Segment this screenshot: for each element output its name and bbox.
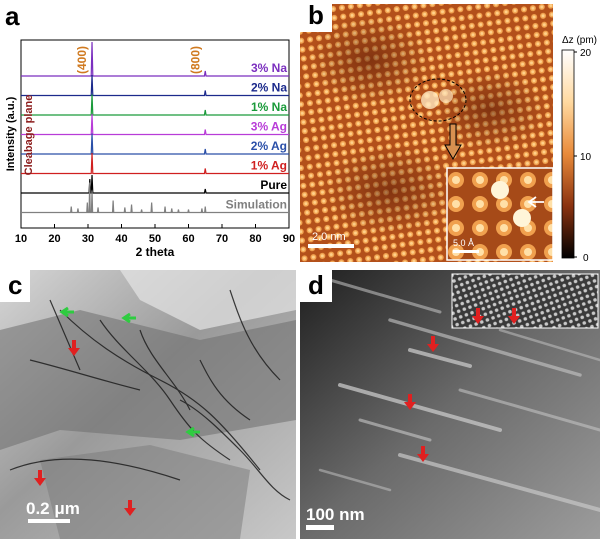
series-label: 1% Na: [251, 100, 287, 114]
tem-light-grain: [120, 270, 296, 330]
x-axis-label: 2 theta: [136, 245, 175, 259]
red-arrow-icon: [508, 308, 520, 324]
inset-scale-bar: [453, 250, 479, 253]
red-arrow-icon: [124, 500, 136, 516]
xrd-trace: [21, 182, 289, 214]
inset-bright-atom: [491, 181, 509, 199]
series-label: 2% Ag: [251, 139, 287, 153]
panel-letter-b: b: [300, 0, 332, 32]
scale-bar: [306, 525, 334, 530]
peak-label: (800): [188, 46, 202, 74]
tem-dark-grain: [40, 445, 250, 539]
panel-a: 10 20 30 40 50 60 70 80 90 3% Na 2% Na 1% Na 3% Ag 2…: [0, 0, 300, 262]
xrd-trace: [21, 113, 289, 136]
scale-bar-label: 100 nm: [306, 505, 365, 524]
colorbar: [561, 49, 575, 259]
panel-letter-d: d: [300, 270, 332, 302]
x-tick-label: 60: [182, 233, 194, 245]
xrd-trace: [21, 41, 289, 77]
down-arrow-icon: [444, 123, 462, 161]
x-tick-label: 80: [249, 233, 261, 245]
xrd-legend: 3% Na 2% Na 1% Na 3% Ag 2% Ag 1% Ag Pure Simula…: [75, 46, 287, 212]
sem-inset: [451, 273, 599, 329]
series-label: 3% Na: [251, 61, 287, 75]
x-tick-label: 90: [283, 233, 295, 245]
scale-bar: [308, 244, 354, 248]
x-tick-label: 10: [15, 233, 27, 245]
xrd-trace: [21, 94, 289, 116]
tem-image: 0.2 μm: [0, 270, 296, 539]
y-axis-label: Intensity (a.u.): [5, 96, 17, 171]
x-tick-label: 50: [149, 233, 161, 245]
x-tick-label: 30: [82, 233, 94, 245]
x-tick-label: 40: [115, 233, 127, 245]
scale-bar-label: 2.0 nm: [312, 231, 346, 243]
green-arrow-icon: [59, 306, 74, 318]
xrd-trace: [21, 152, 289, 175]
stm-image: 5.0 Å 2.0 nm Δz (pm) 20 10 0: [300, 4, 597, 262]
xrd-trace: [21, 74, 289, 97]
sem-image: 100 nm: [300, 270, 600, 539]
red-arrow-icon: [34, 470, 46, 486]
xrd-trace: [21, 133, 289, 155]
bright-defect: [439, 89, 453, 103]
panel-letter-a: a: [5, 1, 20, 31]
series-label: Pure: [260, 178, 287, 192]
series-label: 1% Ag: [251, 159, 287, 173]
red-arrow-icon: [68, 340, 80, 356]
inset-bright-atom: [513, 209, 531, 227]
stm-dark-region: [435, 70, 545, 150]
series-label: 2% Na: [251, 81, 287, 95]
green-arrow-icon: [185, 426, 200, 438]
stm-dark-region: [325, 145, 455, 235]
series-label: 3% Ag: [251, 120, 287, 134]
panel-c: 0.2 μm c: [0, 270, 296, 539]
precipitate-streaks: [318, 278, 600, 512]
x-tick-label: 70: [216, 233, 228, 245]
defect-highlight-circle: [409, 78, 467, 122]
scale-bar: [28, 519, 70, 523]
panel-d: 100 nm d: [300, 270, 600, 539]
cleavage-plane-annotation: Cleabage plane: [23, 95, 35, 176]
colorbar-tick-label: 20: [580, 48, 592, 59]
colorbar-title: Δz (pm): [562, 35, 597, 46]
x-axis-ticks: 10 20 30 40 50 60 70 80 90: [15, 224, 295, 245]
red-arrow-icon: [427, 336, 439, 352]
colorbar-tick-label: 0: [583, 253, 589, 262]
scale-bar-label: 0.2 μm: [26, 499, 80, 518]
dislocation-lines: [9, 289, 291, 501]
red-arrow-icon: [404, 394, 416, 410]
xrd-chart: 10 20 30 40 50 60 70 80 90 3% Na 2% Na 1% Na 3% Ag 2…: [5, 39, 295, 259]
xrd-series-group: [21, 41, 289, 214]
left-arrow-icon: [527, 196, 544, 208]
green-arrow-icon: [121, 312, 136, 324]
x-tick-label: 20: [48, 233, 60, 245]
xrd-trace: [21, 174, 289, 194]
colorbar-tick-label: 10: [580, 152, 592, 163]
peak-label: (400): [75, 46, 89, 74]
series-label: Simulation: [226, 198, 287, 212]
panel-letter-c: c: [0, 270, 31, 302]
red-arrow-icon: [472, 308, 484, 324]
stm-dark-region: [310, 15, 430, 105]
inset-scale-label: 5.0 Å: [453, 238, 474, 248]
red-arrow-icon: [417, 446, 429, 462]
bright-defect: [421, 91, 439, 109]
panel-b: 5.0 Å 2.0 nm Δz (pm) 20 10 0 b: [300, 0, 600, 262]
